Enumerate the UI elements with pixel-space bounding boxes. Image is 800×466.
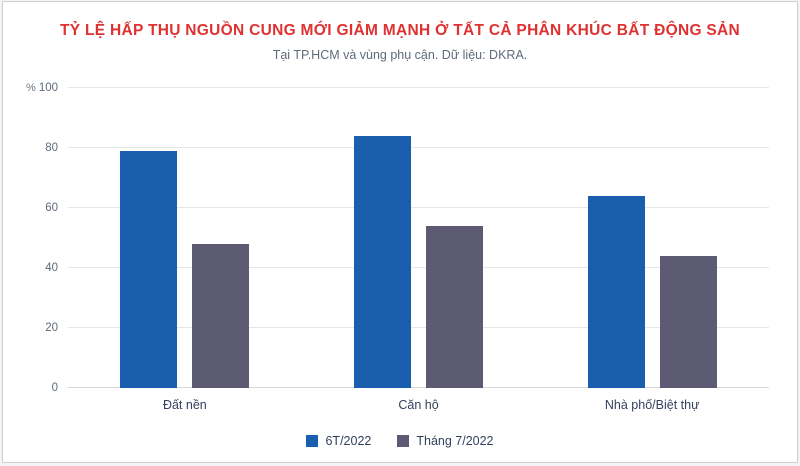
bar-group (302, 88, 536, 388)
category-label: Căn hộ (398, 398, 439, 412)
bar-group (535, 88, 769, 388)
legend-label: Tháng 7/2022 (416, 434, 494, 448)
chart-subtitle: Tại TP.HCM và vùng phụ cận. Dữ liệu: DKR… (272, 48, 528, 62)
bar-chart: % 0 20 40 60 80 100 (26, 82, 769, 394)
category-label: Đất nền (162, 398, 207, 412)
y-tick-label: 80 (45, 142, 58, 154)
y-axis-unit-label: % (26, 82, 36, 94)
bar-groups (68, 88, 769, 388)
x-axis-category-labels: Đất nền Căn hộ Nhà phố/Biệt thự (68, 398, 769, 412)
legend-swatch (397, 435, 410, 447)
chart-title: TỶ LỆ HẤP THỤ NGUỒN CUNG MỚI GIẢM MẠNH Ở… (59, 22, 741, 39)
gridline (68, 207, 769, 208)
bar-group (68, 88, 302, 388)
category-label: Nhà phố/Biệt thự (604, 398, 700, 412)
plot-area: 0 20 40 60 80 100 (39, 82, 769, 394)
bar (426, 226, 483, 388)
gridline (68, 87, 769, 88)
y-tick-label: 60 (45, 202, 58, 214)
y-tick-label: 100 (38, 82, 58, 94)
y-tick-label: 20 (45, 322, 58, 334)
gridline (68, 267, 769, 268)
bar (587, 196, 645, 388)
legend-swatch (306, 435, 319, 447)
y-tick-label: 40 (45, 262, 58, 274)
bar (192, 244, 250, 388)
bar (354, 136, 411, 388)
gridline (68, 147, 769, 148)
gridline (68, 327, 769, 328)
legend-item: 6T/2022 (306, 434, 371, 448)
legend: 6T/2022 Tháng 7/2022 (3, 434, 797, 448)
bar (659, 256, 717, 388)
y-tick-label: 0 (51, 382, 58, 394)
legend-label: 6T/2022 (325, 434, 372, 448)
legend-item: Tháng 7/2022 (397, 434, 494, 448)
gridline (68, 387, 769, 388)
bar (120, 151, 178, 388)
